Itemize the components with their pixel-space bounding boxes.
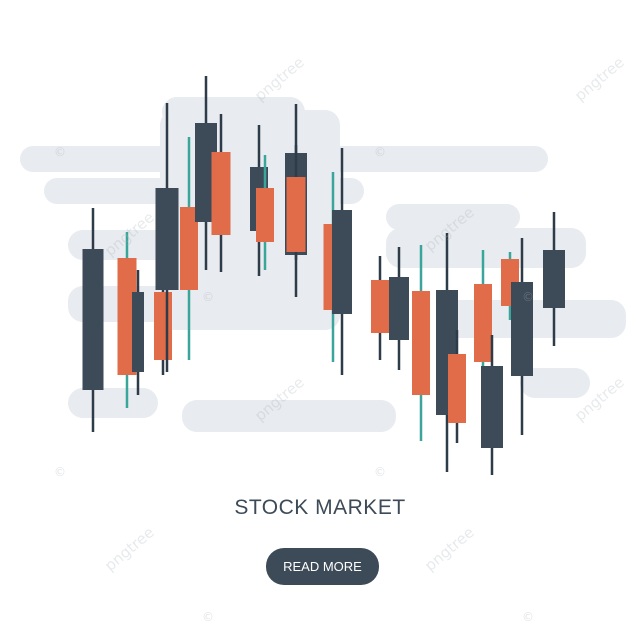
candle-body — [332, 210, 352, 314]
cloud-shape — [182, 400, 396, 432]
candle-body — [511, 282, 533, 376]
candle-body — [286, 177, 306, 252]
candlestick — [511, 238, 533, 435]
candlestick-illustration — [20, 76, 626, 475]
candlestick — [371, 256, 389, 360]
candle-body — [412, 291, 430, 395]
candle-body — [448, 354, 466, 423]
background-clouds — [20, 97, 626, 432]
candle-body — [180, 207, 198, 290]
candle-body — [211, 152, 231, 235]
candlestick — [82, 208, 104, 432]
candle-body — [117, 258, 137, 375]
cloud-shape — [68, 388, 158, 418]
candle-body — [474, 284, 492, 362]
candle-body — [154, 292, 172, 360]
candle-body — [389, 277, 409, 340]
candlestick — [389, 247, 409, 370]
watermark-text: pngtree — [101, 523, 158, 575]
cloud-shape — [386, 228, 586, 268]
candle-body — [256, 188, 274, 242]
copyright-symbol: © — [202, 610, 214, 624]
candle-body — [371, 280, 389, 333]
candlestick — [436, 233, 458, 472]
page-title: STOCK MARKET — [234, 496, 406, 519]
candlestick — [132, 270, 144, 395]
read-more-button[interactable]: READ MORE — [266, 548, 379, 585]
cloud-shape — [520, 368, 590, 398]
candle-body — [481, 366, 503, 448]
candle-body — [155, 188, 179, 290]
candlesticks — [82, 76, 565, 475]
candlestick — [412, 245, 430, 441]
copyright-symbol: © — [522, 610, 534, 624]
cloud-shape — [386, 204, 520, 230]
candlestick — [154, 282, 172, 375]
candlestick — [117, 232, 137, 408]
candlestick — [332, 148, 352, 375]
candlestick — [543, 212, 565, 346]
watermark-text: pngtree — [421, 523, 478, 575]
candle-body — [543, 250, 565, 308]
candlestick — [180, 137, 198, 360]
candlestick — [286, 145, 306, 260]
candlestick — [448, 330, 466, 443]
candlestick — [256, 155, 274, 270]
candlestick — [155, 103, 179, 372]
candle-body — [132, 292, 144, 372]
candlestick — [481, 335, 503, 475]
candlestick — [211, 114, 231, 272]
candle-body — [82, 249, 104, 390]
